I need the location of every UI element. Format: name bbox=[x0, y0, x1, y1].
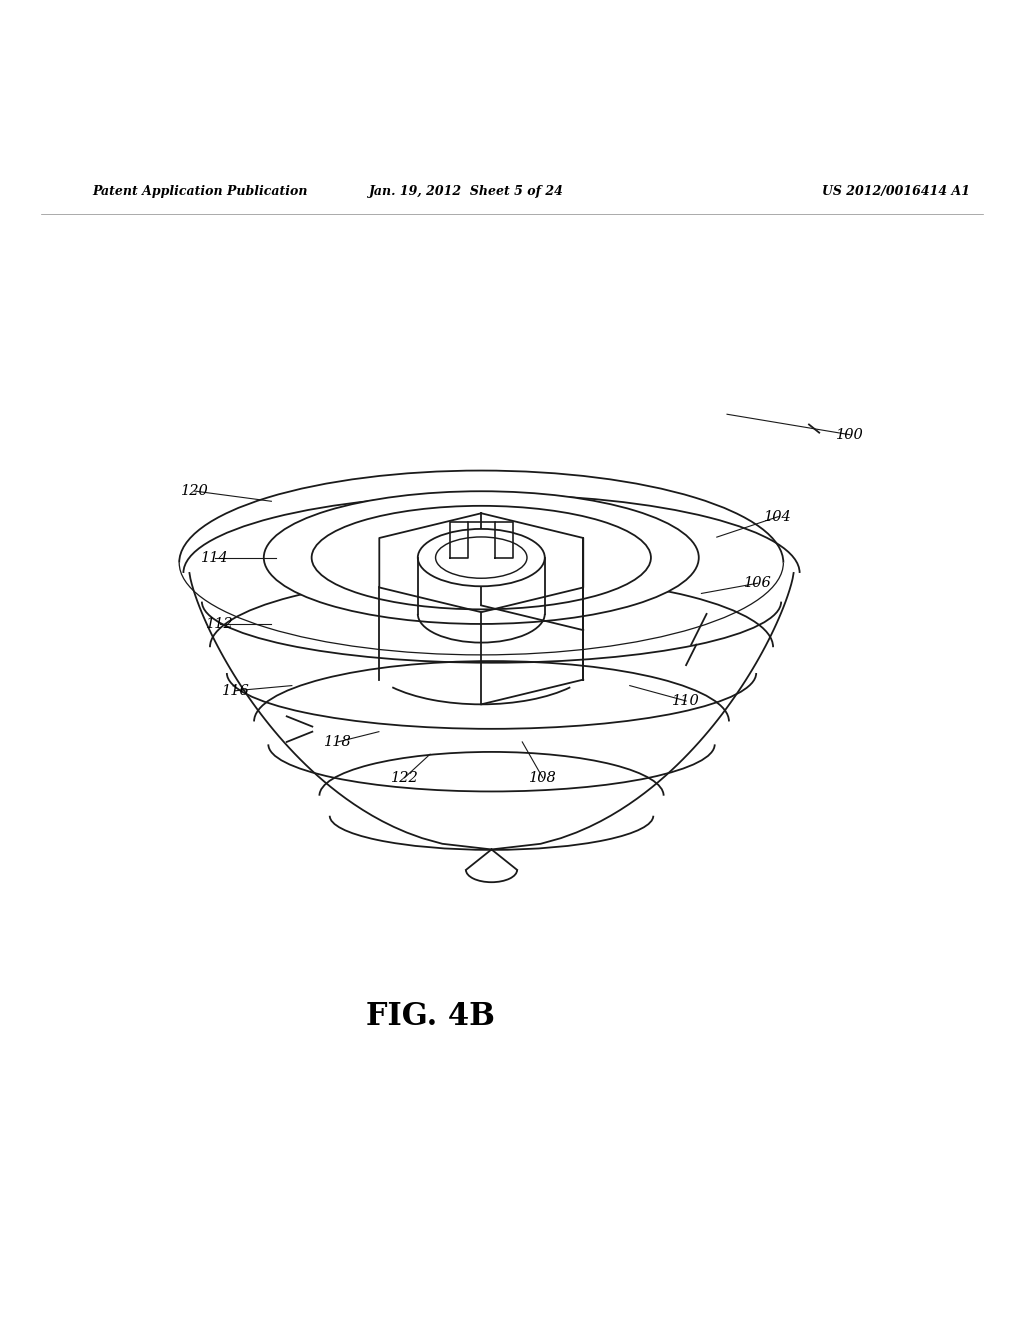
Text: FIG. 4B: FIG. 4B bbox=[366, 1001, 495, 1032]
Ellipse shape bbox=[418, 529, 545, 586]
Ellipse shape bbox=[311, 506, 651, 610]
Text: 116: 116 bbox=[221, 684, 250, 698]
Text: 108: 108 bbox=[528, 771, 557, 785]
Text: 104: 104 bbox=[764, 510, 793, 524]
Text: 120: 120 bbox=[180, 484, 209, 498]
Text: 114: 114 bbox=[201, 550, 229, 565]
Text: 106: 106 bbox=[743, 577, 772, 590]
Text: 110: 110 bbox=[672, 694, 700, 708]
Text: US 2012/0016414 A1: US 2012/0016414 A1 bbox=[822, 185, 970, 198]
Text: 100: 100 bbox=[836, 428, 864, 442]
Text: 118: 118 bbox=[324, 735, 352, 748]
Text: Patent Application Publication: Patent Application Publication bbox=[92, 185, 307, 198]
Text: 112: 112 bbox=[206, 618, 234, 631]
Text: 122: 122 bbox=[390, 771, 419, 785]
Text: Jan. 19, 2012  Sheet 5 of 24: Jan. 19, 2012 Sheet 5 of 24 bbox=[369, 185, 563, 198]
Ellipse shape bbox=[264, 491, 698, 624]
